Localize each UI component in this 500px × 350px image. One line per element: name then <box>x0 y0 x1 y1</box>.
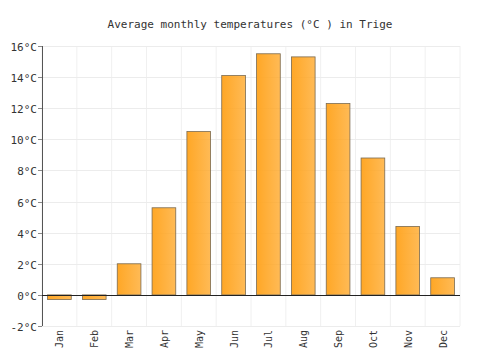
x-tick-label: Feb <box>89 330 100 348</box>
bar <box>396 226 420 294</box>
y-tick-label: 12°C <box>11 103 38 116</box>
title: Average monthly temperatures (°C ) in Tr… <box>108 18 393 31</box>
grid-line-x <box>320 46 321 326</box>
y-tick <box>38 326 42 327</box>
grid-line-x <box>390 46 391 326</box>
grid-line-y <box>42 77 460 78</box>
y-tick-label: 2°C <box>17 259 37 272</box>
y-tick <box>38 46 42 47</box>
x-tick-label: Apr <box>159 330 170 348</box>
y-tick-label: -2°C <box>11 321 38 334</box>
x-tick-label: Sep <box>333 330 344 348</box>
x-tick-label: May <box>194 330 205 348</box>
bar <box>431 278 455 295</box>
grid-line-x <box>76 46 77 326</box>
bar <box>361 158 385 295</box>
grid-line-y <box>42 170 460 171</box>
grid-line-y <box>42 295 460 296</box>
bar <box>257 54 281 295</box>
bar <box>117 264 141 295</box>
y-tick <box>38 139 42 140</box>
grid-line-x <box>216 46 217 326</box>
y-tick <box>38 264 42 265</box>
y-tick-label: 14°C <box>11 72 38 85</box>
chart-svg: Average monthly temperatures (°C ) in Tr… <box>0 0 500 350</box>
y-axis <box>42 46 43 326</box>
grid-line-x <box>42 46 43 326</box>
grid-line-x <box>460 46 461 326</box>
grid-line-y <box>42 46 460 47</box>
x-tick-label: Oct <box>368 330 379 348</box>
grid-line-y <box>42 139 460 140</box>
grid-line-x <box>355 46 356 326</box>
bar <box>222 76 246 295</box>
y-tick <box>38 295 42 296</box>
y-tick-label: 10°C <box>11 134 38 147</box>
grid-line-x <box>425 46 426 326</box>
bar <box>187 132 211 295</box>
grid-line-x <box>285 46 286 326</box>
grid-line-y <box>42 108 460 109</box>
y-tick-label: 4°C <box>17 228 37 241</box>
y-tick <box>38 77 42 78</box>
grid-line-y <box>42 202 460 203</box>
x-tick-label: Jan <box>54 330 65 348</box>
x-tick-label: Dec <box>438 330 449 348</box>
y-tick <box>38 202 42 203</box>
y-tick-label: 16°C <box>11 41 38 54</box>
zero-line <box>42 295 460 296</box>
x-tick-label: Nov <box>403 330 414 348</box>
grid-line-x <box>146 46 147 326</box>
y-tick-label: 6°C <box>17 197 37 210</box>
y-tick <box>38 233 42 234</box>
grid-line-y <box>42 326 460 327</box>
bars <box>48 54 455 300</box>
y-tick-label: 0°C <box>17 290 37 303</box>
grid-line-x <box>111 46 112 326</box>
x-tick-label: Aug <box>298 330 309 348</box>
bar <box>291 57 315 295</box>
y-tick-label: 8°C <box>17 165 37 178</box>
chart-container: Average monthly temperatures (°C ) in Tr… <box>0 0 500 350</box>
y-tick <box>38 170 42 171</box>
y-tick <box>38 108 42 109</box>
x-tick-label: Jul <box>263 330 274 348</box>
grid-line-x <box>181 46 182 326</box>
bar <box>326 104 350 295</box>
x-tick-label: Jun <box>229 330 240 348</box>
x-tick-label: Mar <box>124 330 135 348</box>
bar <box>152 208 176 295</box>
grid-line-x <box>251 46 252 326</box>
